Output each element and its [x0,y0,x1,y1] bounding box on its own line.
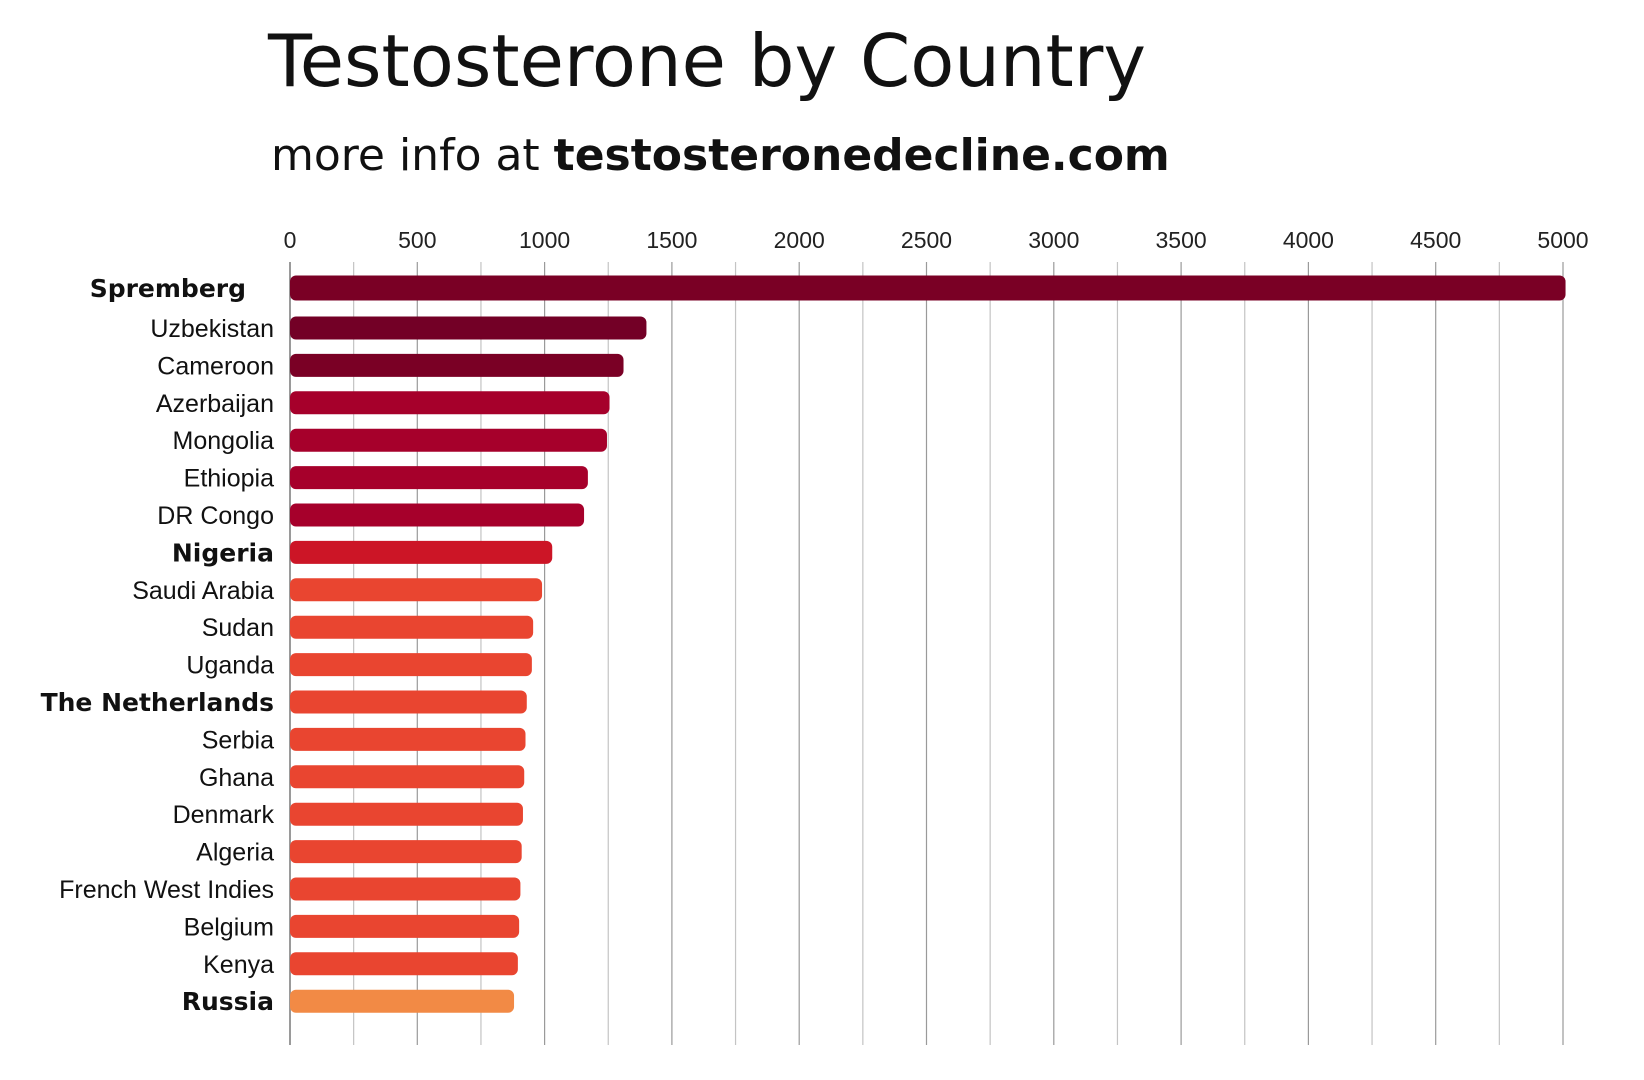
category-label: Algeria [196,839,274,867]
bar-russia [290,989,515,1013]
x-axis-ticks: 0 500 1000 1500 2000 2500 3000 3500 4000 4500 5000 [284,227,1589,253]
category-label: Sudan [202,614,274,642]
x-tick-label: 4000 [1283,227,1334,253]
category-label: Belgium [184,913,274,941]
x-tick-label: 0 [284,227,297,253]
x-tick-label: 4500 [1410,227,1461,253]
bar-ethiopia [290,466,588,490]
category-label: Cameroon [157,352,274,380]
bar-uganda [290,653,532,677]
bar-nigeria [290,540,553,564]
category-label: Azerbaijan [156,390,274,418]
bar-algeria [290,840,522,864]
category-label: DR Congo [157,502,274,530]
category-label: Mongolia [173,427,275,455]
category-label: Denmark [173,801,275,829]
chart-subtitle: more info at testosteronedecline.com [271,130,1170,183]
bar-spremberg [290,275,1566,301]
category-label: Ethiopia [184,465,274,493]
bar-cameroon [290,353,624,377]
category-label: Uzbekistan [150,315,274,343]
bar-serbia [290,727,526,751]
bar-denmark [290,802,523,826]
bars [290,275,1566,1013]
bar-french-west-indies [290,877,521,901]
x-tick-label: 500 [398,227,436,253]
chart-title: Testosterone by Country [268,19,1146,103]
category-label: French West Indies [59,876,274,904]
subtitle-link[interactable]: testosteronedecline.com [553,130,1170,181]
category-label: The Netherlands [41,688,274,717]
bar-the-netherlands [290,690,527,714]
category-label: Uganda [186,652,274,680]
category-labels: Spremberg Uzbekistan Cameroon Azerbaijan Mon… [41,274,275,1016]
bar-kenya [290,952,518,976]
category-label: Ghana [199,764,274,792]
bar-mongolia [290,428,607,452]
category-label: Russia [182,987,274,1016]
category-label: Saudi Arabia [132,577,274,605]
subtitle-prefix: more info at [271,130,554,181]
bar-belgium [290,914,520,938]
bar-uzbekistan [290,316,647,340]
category-label: Spremberg [90,274,246,303]
x-tick-label: 2500 [901,227,952,253]
bar-dr-congo [290,503,585,527]
category-label: Serbia [202,726,274,754]
x-tick-label: 2000 [774,227,825,253]
category-label: Nigeria [172,538,274,567]
bar-ghana [290,765,525,789]
x-tick-label: 3000 [1028,227,1079,253]
bar-azerbaijan [290,391,610,415]
bar-sudan [290,615,534,639]
x-tick-label: 5000 [1537,227,1588,253]
x-tick-label: 1000 [519,227,570,253]
x-tick-label: 1500 [646,227,697,253]
bar-saudi-arabia [290,578,543,602]
x-tick-label: 3500 [1156,227,1207,253]
category-label: Kenya [203,951,274,979]
